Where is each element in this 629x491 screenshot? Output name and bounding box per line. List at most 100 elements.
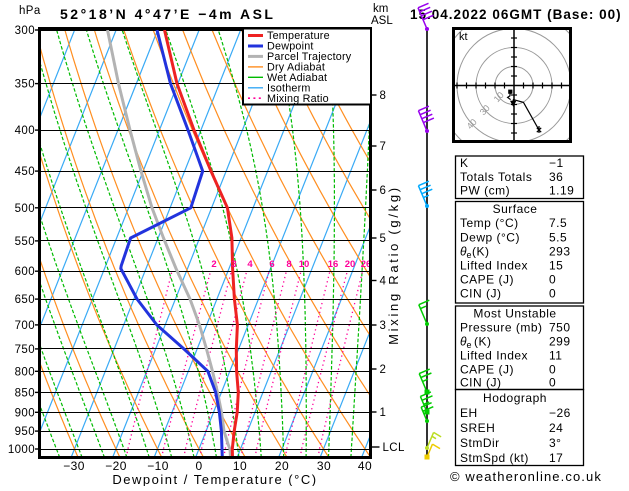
svg-text:Wet Adiabat: Wet Adiabat xyxy=(267,72,327,84)
svg-text:CAPE (J): CAPE (J) xyxy=(460,273,514,287)
svg-text:Hodograph: Hodograph xyxy=(483,391,547,405)
svg-text:24: 24 xyxy=(549,421,563,435)
svg-text:5: 5 xyxy=(380,233,386,245)
svg-text:600: 600 xyxy=(15,266,35,278)
svg-text:Parcel Trajectory: Parcel Trajectory xyxy=(267,51,352,63)
svg-text:2: 2 xyxy=(211,259,216,270)
svg-text:8: 8 xyxy=(380,90,386,102)
svg-text:SREH: SREH xyxy=(460,421,495,435)
svg-text:4: 4 xyxy=(247,259,253,270)
svg-text:350: 350 xyxy=(15,79,35,91)
svg-text:4: 4 xyxy=(380,276,387,288)
svg-text:800: 800 xyxy=(15,366,35,378)
svg-text:40: 40 xyxy=(358,459,372,473)
svg-text:Isotherm: Isotherm xyxy=(267,83,311,95)
svg-text:1: 1 xyxy=(380,407,386,419)
svg-text:10: 10 xyxy=(233,459,247,473)
svg-text:40: 40 xyxy=(465,117,479,131)
svg-text:(K): (K) xyxy=(472,245,490,259)
svg-text:17: 17 xyxy=(549,451,563,465)
svg-text:5.5: 5.5 xyxy=(549,231,567,245)
svg-text:0: 0 xyxy=(549,376,556,390)
svg-text:950: 950 xyxy=(15,426,35,438)
svg-text:299: 299 xyxy=(549,335,571,349)
svg-text:Temperature: Temperature xyxy=(267,30,330,42)
svg-text:Lifted Index: Lifted Index xyxy=(460,259,528,273)
svg-text:e: e xyxy=(467,340,472,350)
svg-text:© weatheronline.co.uk: © weatheronline.co.uk xyxy=(450,469,602,484)
svg-text:10: 10 xyxy=(299,259,310,270)
svg-text:CAPE (J): CAPE (J) xyxy=(460,363,514,377)
svg-text:15.04.2022 06GMT (Base: 00): 15.04.2022 06GMT (Base: 00) xyxy=(410,7,622,22)
svg-text:hPa: hPa xyxy=(19,5,41,17)
svg-text:7: 7 xyxy=(380,141,386,153)
svg-text:StmDir: StmDir xyxy=(460,436,500,450)
svg-text:0: 0 xyxy=(195,459,202,473)
svg-text:Dewp (°C): Dewp (°C) xyxy=(460,231,520,245)
svg-text:26: 26 xyxy=(361,259,372,270)
svg-text:650: 650 xyxy=(15,294,35,306)
svg-text:LCL: LCL xyxy=(383,442,406,454)
svg-text:Surface: Surface xyxy=(493,202,538,216)
svg-text:10: 10 xyxy=(492,90,506,104)
svg-text:20: 20 xyxy=(275,459,289,473)
svg-text:Dry Adiabat: Dry Adiabat xyxy=(267,62,325,74)
svg-text:−30: −30 xyxy=(63,459,85,473)
svg-text:K: K xyxy=(460,156,469,170)
svg-text:Mixing Ratio (g/kg): Mixing Ratio (g/kg) xyxy=(386,185,401,345)
svg-text:11: 11 xyxy=(549,349,562,363)
svg-text:−26: −26 xyxy=(549,406,571,420)
svg-text:CIN (J): CIN (J) xyxy=(460,287,502,301)
svg-text:Totals Totals: Totals Totals xyxy=(460,170,532,184)
svg-text:52°18’N 4°47’E −4m ASL: 52°18’N 4°47’E −4m ASL xyxy=(60,6,276,22)
svg-text:Lifted Index: Lifted Index xyxy=(460,349,528,363)
svg-text:StmSpd (kt): StmSpd (kt) xyxy=(460,451,529,465)
svg-text:3: 3 xyxy=(231,259,236,270)
svg-text:15: 15 xyxy=(549,259,563,273)
svg-text:8: 8 xyxy=(286,259,291,270)
svg-text:500: 500 xyxy=(15,203,35,215)
svg-text:Dewpoint: Dewpoint xyxy=(267,41,314,53)
svg-text:400: 400 xyxy=(15,125,35,137)
svg-text:6: 6 xyxy=(380,185,386,197)
svg-text:20: 20 xyxy=(345,259,356,270)
svg-text:EH: EH xyxy=(460,406,478,420)
svg-text:Mixing Ratio: Mixing Ratio xyxy=(267,93,329,105)
svg-text:CIN (J): CIN (J) xyxy=(460,376,502,390)
svg-text:−20: −20 xyxy=(105,459,127,473)
svg-text:850: 850 xyxy=(15,387,35,399)
svg-text:900: 900 xyxy=(15,407,35,419)
svg-text:Most Unstable: Most Unstable xyxy=(473,307,556,321)
svg-text:300: 300 xyxy=(15,25,35,37)
svg-text:36: 36 xyxy=(549,170,563,184)
svg-text:16: 16 xyxy=(328,259,339,270)
svg-text:3°: 3° xyxy=(549,436,561,450)
svg-text:2: 2 xyxy=(380,364,386,376)
svg-text:PW (cm): PW (cm) xyxy=(460,184,510,198)
svg-text:θ: θ xyxy=(460,245,467,259)
svg-text:Dewpoint / Temperature (°C): Dewpoint / Temperature (°C) xyxy=(112,472,317,486)
svg-text:θ: θ xyxy=(460,335,467,349)
svg-text:Pressure (mb): Pressure (mb) xyxy=(460,321,543,335)
svg-text:1000: 1000 xyxy=(8,444,35,456)
svg-text:3: 3 xyxy=(380,320,386,332)
svg-text:750: 750 xyxy=(15,344,35,356)
svg-text:kt: kt xyxy=(459,31,468,43)
svg-text:700: 700 xyxy=(15,320,35,332)
svg-text:750: 750 xyxy=(549,321,571,335)
svg-text:km: km xyxy=(373,3,388,15)
svg-text:Temp (°C): Temp (°C) xyxy=(460,216,519,230)
svg-text:30: 30 xyxy=(317,459,331,473)
svg-text:0: 0 xyxy=(549,363,556,377)
svg-text:0: 0 xyxy=(549,287,556,301)
svg-text:450: 450 xyxy=(15,166,35,178)
svg-text:−1: −1 xyxy=(549,156,564,170)
svg-text:(K): (K) xyxy=(474,335,492,349)
svg-text:6: 6 xyxy=(269,259,274,270)
svg-text:0: 0 xyxy=(549,273,556,287)
svg-text:−10: −10 xyxy=(147,459,169,473)
svg-text:1.19: 1.19 xyxy=(549,184,574,198)
svg-text:ASL: ASL xyxy=(371,15,393,27)
svg-text:550: 550 xyxy=(15,236,35,248)
svg-text:293: 293 xyxy=(549,245,571,259)
